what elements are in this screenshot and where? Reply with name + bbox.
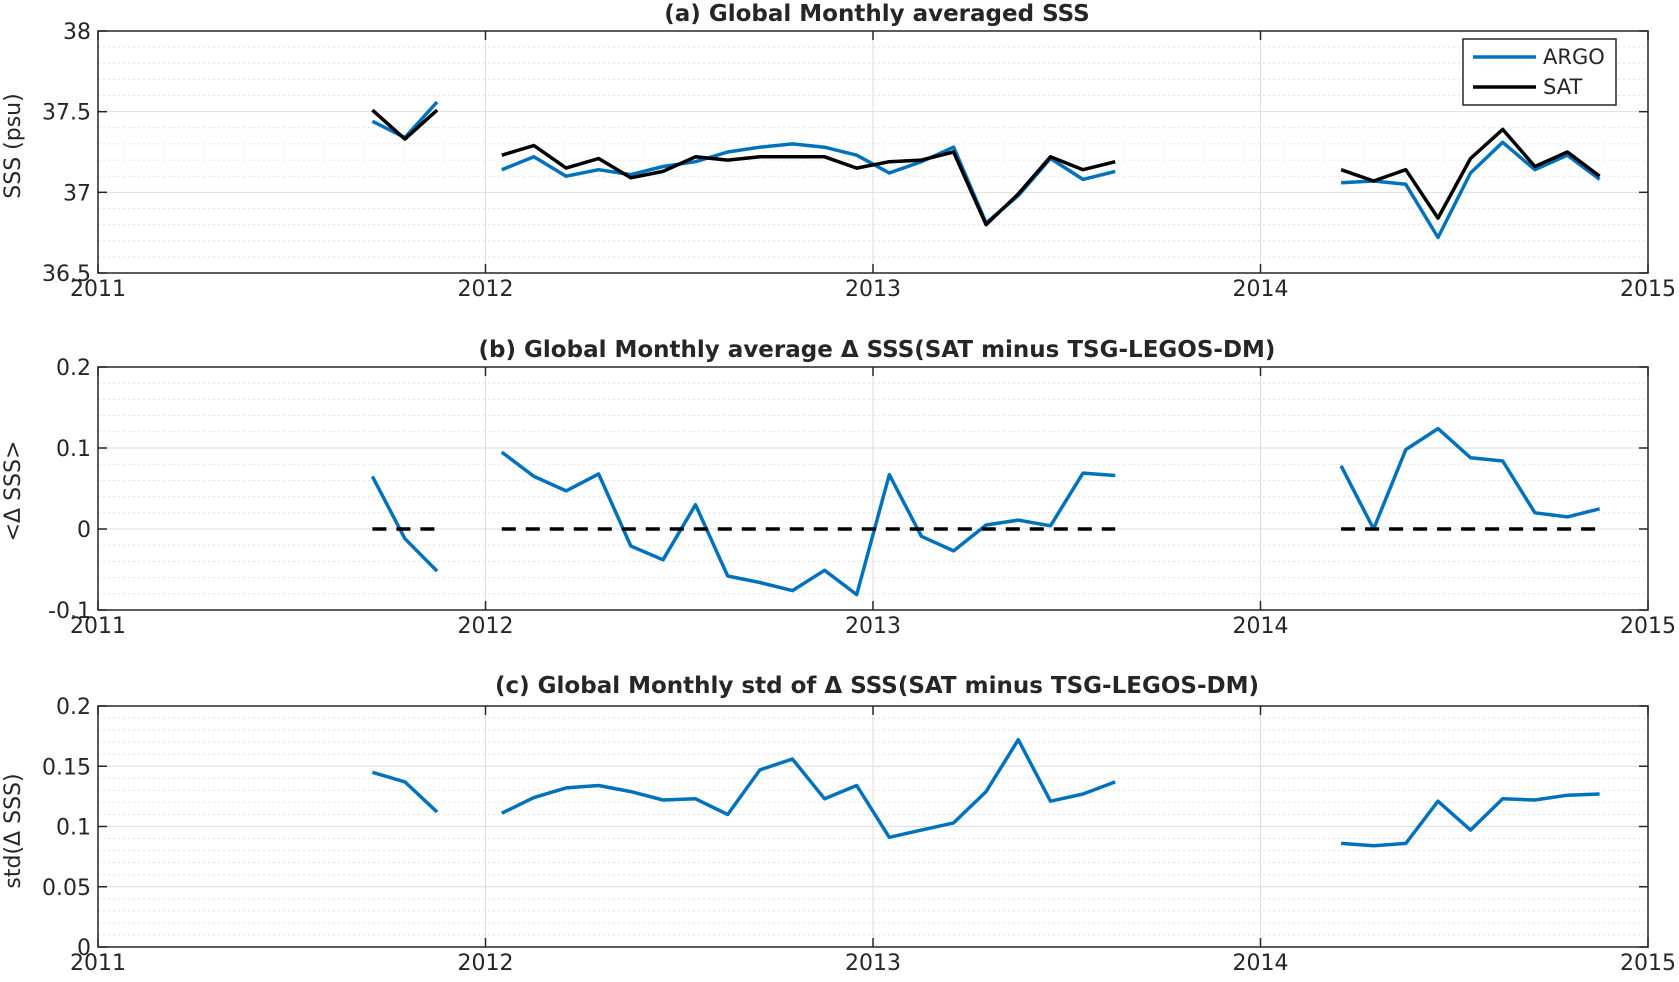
x-tick-label: 2012 <box>458 277 514 302</box>
delta-sss-line-segment-1 <box>501 737 1116 840</box>
x-tick-label: 2013 <box>845 614 901 639</box>
delta-sss-line-segment-2 <box>1339 426 1601 531</box>
sat-line-segment-1 <box>501 143 1116 227</box>
delta-sss-line-segment-0 <box>370 475 439 573</box>
y-tick-label: 0 <box>77 518 91 543</box>
x-tick-label: 2015 <box>1620 951 1676 976</box>
y-tick-label: 0.15 <box>42 755 91 780</box>
y-tick-label: 0.2 <box>56 356 91 381</box>
x-tick-label: 2013 <box>845 951 901 976</box>
panel-a-ylabel: SSS (psu) <box>1 93 26 198</box>
x-tick-label: 2014 <box>1233 614 1289 639</box>
y-tick-label: 36.5 <box>42 262 91 287</box>
panel-b-ylabel: <Δ SSS> <box>1 441 26 542</box>
y-tick-label: 0.1 <box>56 816 91 841</box>
panel-c: (c) Global Monthly std of Δ SSS(SAT minu… <box>1 673 1676 976</box>
x-tick-label: 2011 <box>70 951 126 976</box>
y-tick-label: 38 <box>63 20 91 45</box>
panel-a-title: (a) Global Monthly averaged SSS <box>664 1 1089 27</box>
y-tick-label: -0.1 <box>48 599 91 624</box>
x-tick-label: 2011 <box>70 277 126 302</box>
x-tick-label: 2014 <box>1233 277 1289 302</box>
panel-a-legend: ARGO SAT <box>1462 38 1617 106</box>
argo-line-segment-2 <box>1341 140 1601 240</box>
delta-sss-line-segment-2 <box>1340 792 1600 848</box>
legend-box <box>1462 38 1617 106</box>
panel-a: (a) Global Monthly averaged SSS SSS (psu… <box>1 1 1676 302</box>
sat-line-segment-0 <box>371 108 439 141</box>
x-tick-label: 2014 <box>1233 951 1289 976</box>
x-tick-label: 2012 <box>458 614 514 639</box>
y-tick-label: 0.05 <box>42 876 91 901</box>
x-tick-label: 2011 <box>70 614 126 639</box>
x-tick-label: 2013 <box>845 277 901 302</box>
legend-label-argo: ARGO <box>1543 45 1605 69</box>
x-tick-label: 2015 <box>1620 614 1676 639</box>
delta-sss-line-segment-0 <box>371 770 439 814</box>
panel-c-ylabel: std(Δ SSS) <box>1 773 26 888</box>
panel-b: (b) Global Monthly average Δ SSS(SAT min… <box>1 337 1676 639</box>
legend-label-sat: SAT <box>1543 75 1582 99</box>
sat-line-segment-2 <box>1340 127 1601 220</box>
x-tick-label: 2015 <box>1620 277 1676 302</box>
panel-b-title: (b) Global Monthly average Δ SSS(SAT min… <box>479 337 1276 363</box>
y-tick-label: 37.5 <box>42 101 91 126</box>
y-tick-label: 0.2 <box>56 695 91 720</box>
y-tick-label: 0 <box>77 936 91 961</box>
panel-c-title: (c) Global Monthly std of Δ SSS(SAT minu… <box>495 673 1259 699</box>
y-tick-label: 37 <box>63 181 91 206</box>
delta-sss-line-segment-1 <box>500 450 1116 597</box>
y-tick-label: 0.1 <box>56 437 91 462</box>
x-tick-label: 2012 <box>458 951 514 976</box>
